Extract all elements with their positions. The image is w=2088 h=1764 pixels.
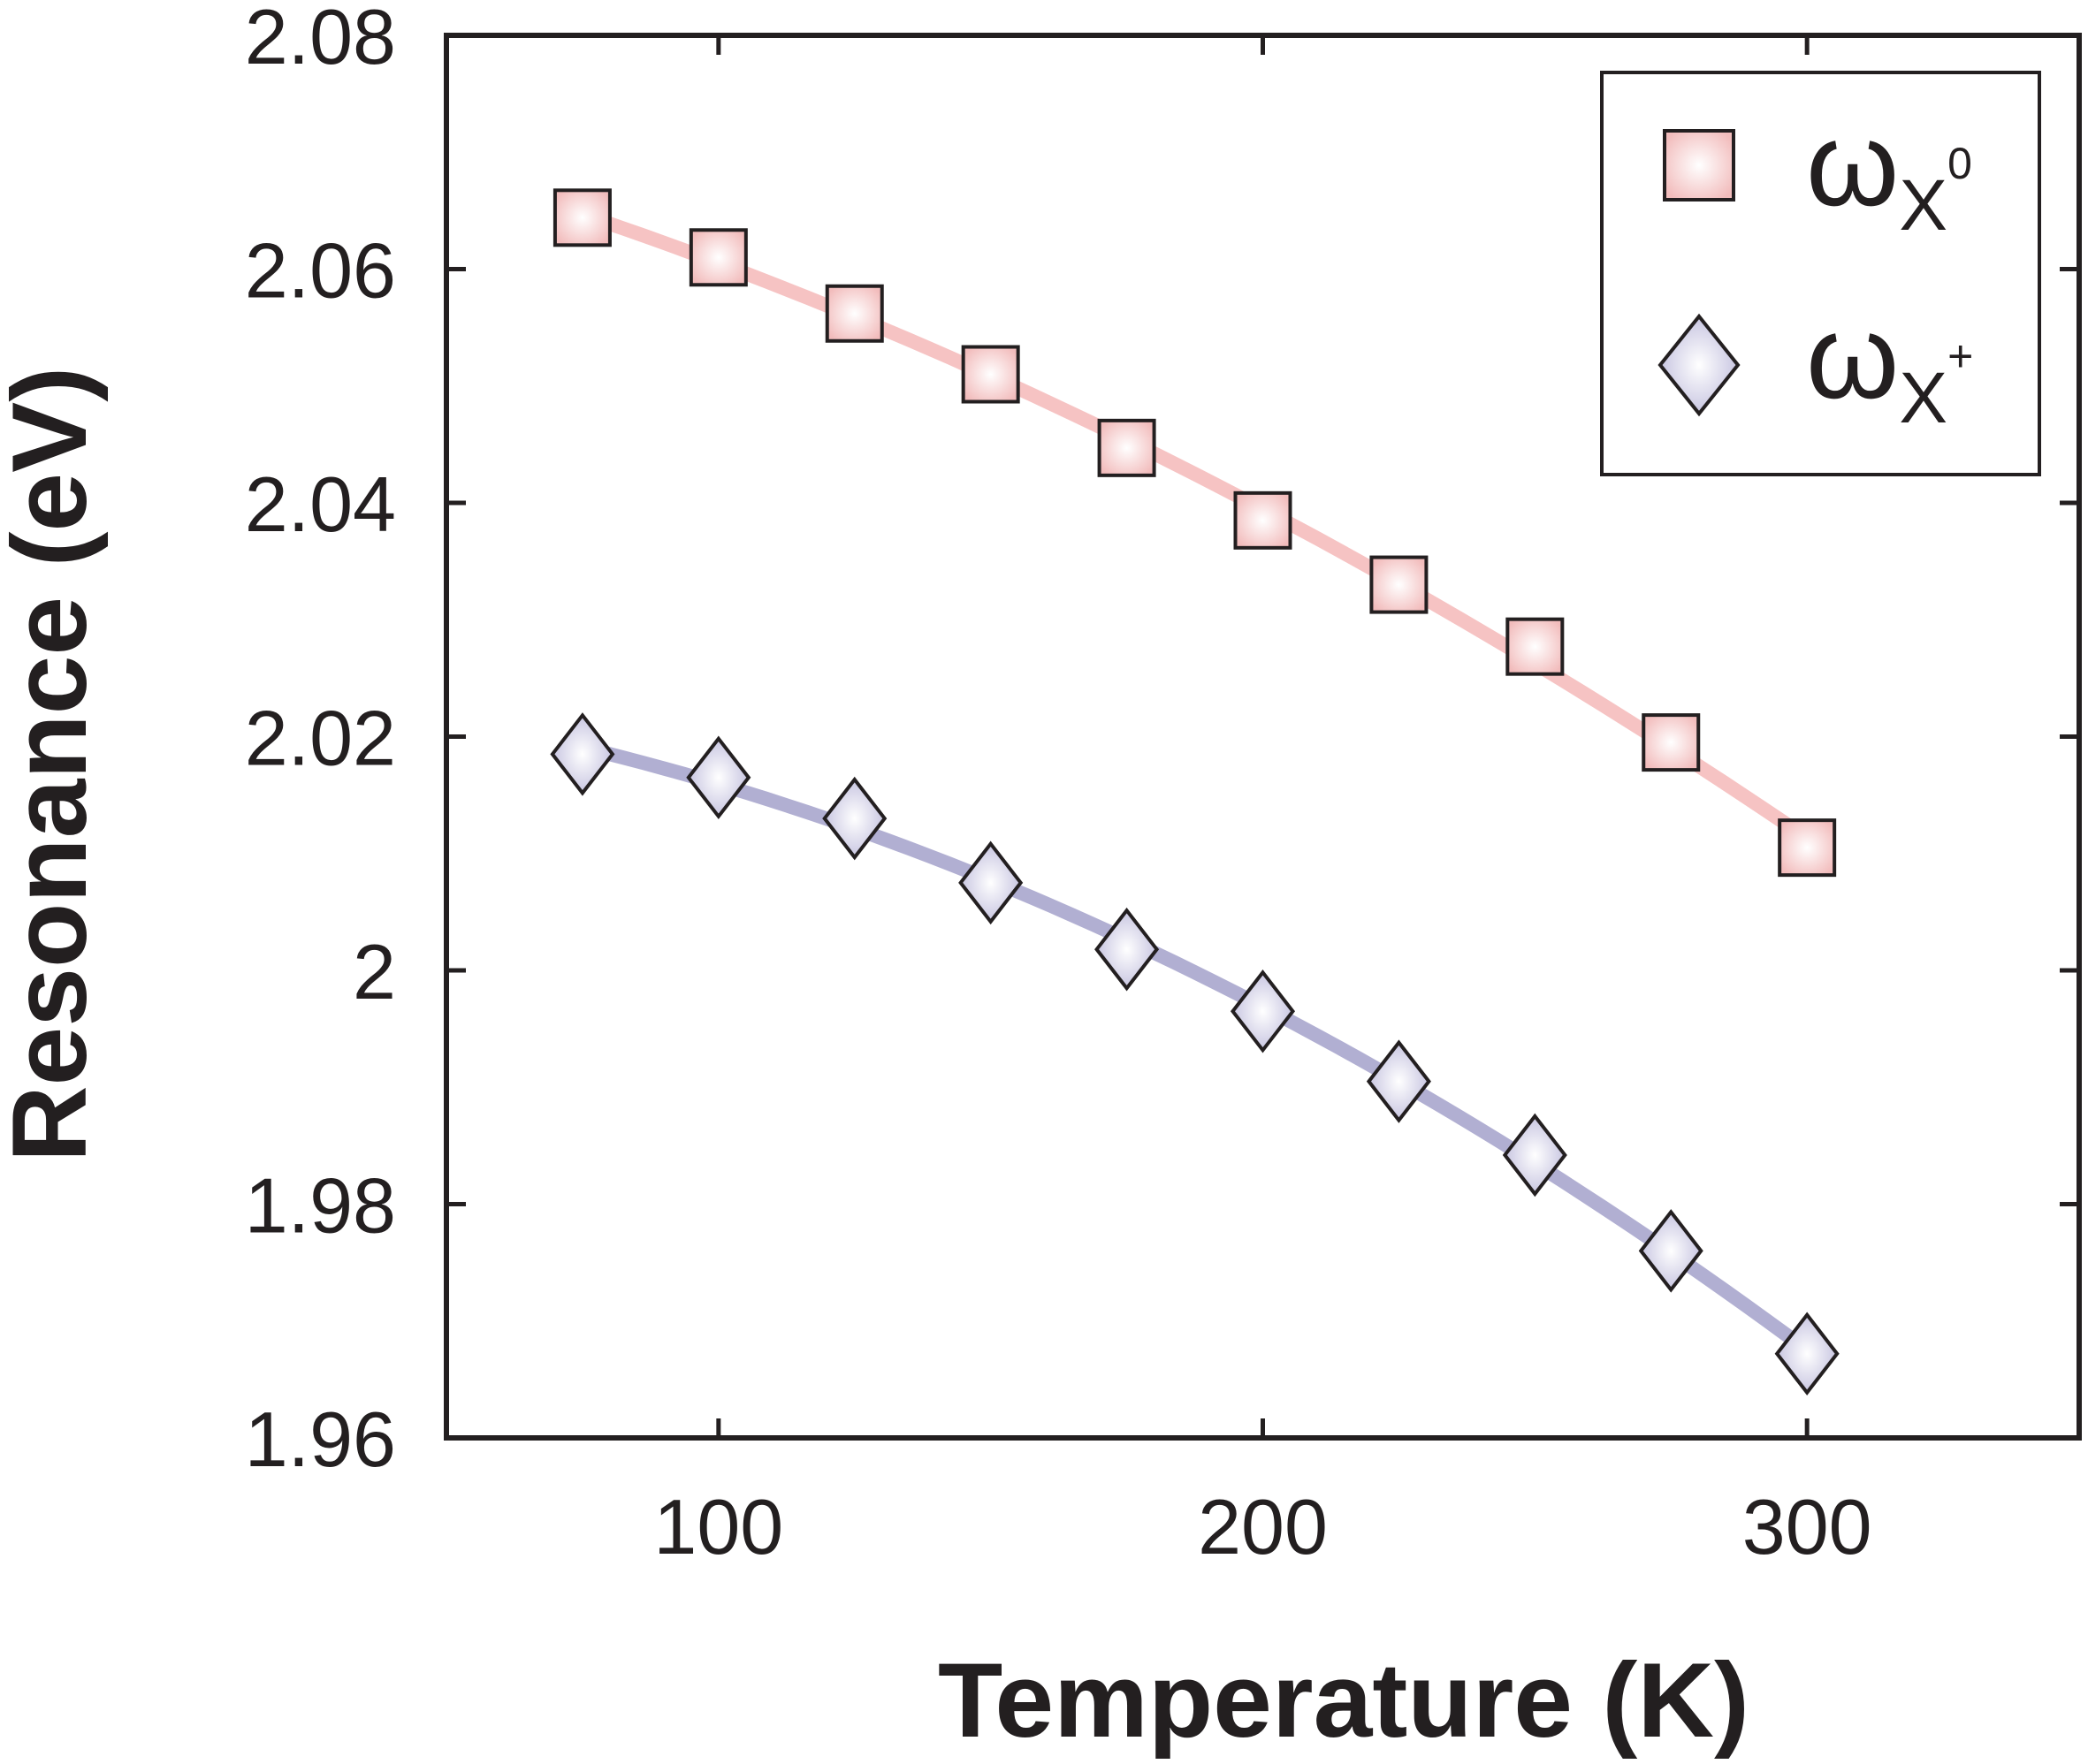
data-point-x0 <box>552 188 612 247</box>
data-point-x0 <box>1505 617 1565 676</box>
fit-line-x0 <box>575 207 1815 846</box>
legend-sub-x0: X <box>1899 165 1947 246</box>
y-tick-label: 2.06 <box>245 227 396 315</box>
data-point-xplus <box>1502 1113 1567 1198</box>
fit-line-xplus <box>575 740 1815 1357</box>
legend-omega-x0: ω <box>1806 97 1899 231</box>
fit-lines <box>575 207 1815 1357</box>
legend-sup-xplus: + <box>1947 331 1973 381</box>
x-tick-label: 300 <box>1742 1483 1872 1570</box>
data-point-xplus <box>1094 907 1160 992</box>
data-point-xplus <box>1230 969 1296 1053</box>
data-point-x0 <box>1369 555 1429 614</box>
legend-sup-x0: 0 <box>1947 139 1972 188</box>
data-point-xplus <box>550 712 615 796</box>
y-tick-label: 2.08 <box>245 0 396 80</box>
data-point-xplus <box>686 735 751 820</box>
y-tick-label: 2 <box>353 928 396 1015</box>
y-axis-title: Resonance (eV) <box>0 367 109 1162</box>
legend-sub-xplus: X <box>1899 358 1947 438</box>
data-point-xplus <box>1774 1312 1840 1396</box>
x-axis-title: Temperature (K) <box>938 1641 1749 1760</box>
data-point-x0 <box>1642 713 1701 772</box>
y-tick-label: 2.04 <box>245 460 396 548</box>
data-point-x0 <box>825 284 884 343</box>
y-tick-label: 2.02 <box>245 695 396 782</box>
data-point-x0 <box>689 228 748 287</box>
legend-label-xplus: ωX+ <box>1806 290 1973 438</box>
legend-label-x0: ωX0 <box>1806 97 1972 246</box>
data-point-x0 <box>1233 490 1292 550</box>
y-tick-label: 1.98 <box>245 1162 396 1250</box>
data-point-xplus <box>822 776 888 861</box>
x-tick-label: 200 <box>1198 1483 1328 1570</box>
x-tick-label: 100 <box>653 1483 783 1570</box>
legend-marker-x0 <box>1663 129 1735 201</box>
data-point-xplus <box>1366 1039 1431 1123</box>
data-markers <box>550 188 1840 1396</box>
data-point-x0 <box>1097 418 1156 477</box>
legend-marker-xplus <box>1657 313 1741 417</box>
legend: ωX0 ωX+ <box>1600 71 2041 476</box>
data-point-xplus <box>1638 1209 1703 1293</box>
data-point-x0 <box>961 345 1020 404</box>
data-point-x0 <box>1778 818 1837 878</box>
axis-ticks: 100 200 300 1.96 1.98 2 2.02 2.04 2.06 2.08 <box>245 0 2079 1570</box>
data-point-xplus <box>958 840 1024 925</box>
y-tick-label: 1.96 <box>245 1395 396 1483</box>
legend-omega-xplus: ω <box>1806 290 1899 423</box>
